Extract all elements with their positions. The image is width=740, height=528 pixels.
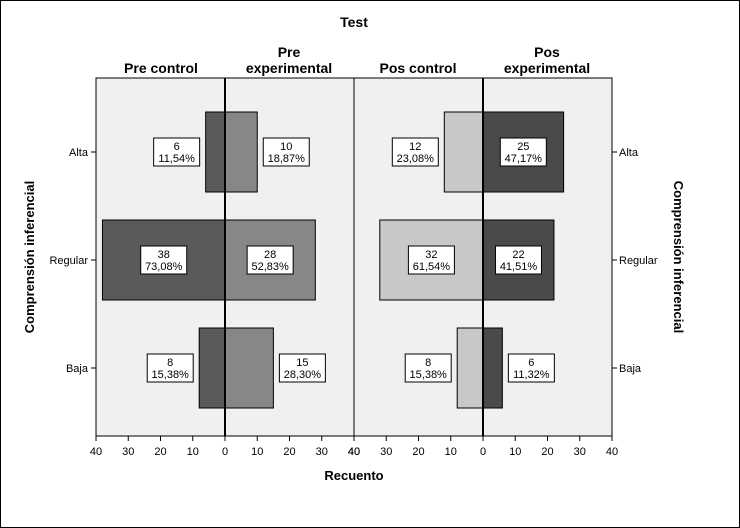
group-header-label: Pre control [124, 60, 198, 76]
x-tick-label: 30 [316, 446, 328, 458]
y-axis-title-left: Comprensión inferencial [22, 181, 37, 333]
bar [482, 327, 503, 409]
x-tick-label: 10 [509, 446, 521, 458]
bar [224, 111, 258, 193]
group-header-label: Pos [534, 44, 560, 60]
x-tick-label: 30 [122, 446, 134, 458]
data-label-percent: 41,51% [500, 261, 538, 273]
data-label-count: 38 [158, 249, 170, 261]
data-label-percent: 23,08% [397, 153, 435, 165]
x-tick-label: 20 [541, 446, 553, 458]
group-header-label: Pre [278, 44, 301, 60]
data-label-percent: 15,38% [410, 369, 448, 381]
x-tick-label: 30 [574, 446, 586, 458]
x-tick-label: 20 [154, 446, 166, 458]
data-label-percent: 18,87% [268, 153, 306, 165]
x-tick-label: 10 [187, 446, 199, 458]
category-label-right: Alta [619, 147, 639, 159]
x-tick-label: 20 [412, 446, 424, 458]
x-tick-label: 20 [283, 446, 295, 458]
category-label-right: Regular [619, 255, 658, 267]
data-label-count: 25 [517, 141, 529, 153]
y-axis-title-right: Comprensión inferencial [671, 181, 686, 333]
bar [456, 327, 484, 409]
category-label-right: Baja [619, 363, 642, 375]
data-label-box [262, 137, 310, 167]
bar [205, 111, 226, 193]
x-tick-label: 40 [348, 446, 360, 458]
data-label-percent: 61,54% [413, 261, 451, 273]
data-label-percent: 28,30% [284, 369, 322, 381]
x-tick-label: 40 [348, 446, 360, 458]
data-label-percent: 47,17% [505, 153, 543, 165]
data-label-count: 15 [296, 357, 308, 369]
bar [443, 111, 484, 193]
x-tick-label: 0 [222, 446, 228, 458]
x-tick-label: 40 [606, 446, 618, 458]
data-label-box [246, 245, 294, 275]
data-label-box [499, 137, 547, 167]
data-label-count: 8 [425, 357, 431, 369]
category-label-left: Baja [66, 363, 89, 375]
data-label-box [494, 245, 542, 275]
data-label-percent: 52,83% [251, 261, 289, 273]
category-label-left: Alta [69, 147, 89, 159]
data-label-percent: 15,38% [152, 369, 190, 381]
data-label-count: 12 [409, 141, 421, 153]
group-header-label: Pos control [379, 60, 456, 76]
data-label-box [278, 353, 326, 383]
category-label-left: Regular [49, 255, 88, 267]
data-label-box [146, 353, 194, 383]
x-tick-label: 0 [480, 446, 486, 458]
data-label-percent: 11,54% [158, 153, 195, 165]
chart-title: Test [340, 14, 368, 30]
data-label-percent: 11,32% [513, 369, 550, 381]
data-label-count: 8 [167, 357, 173, 369]
data-label-box [507, 353, 555, 383]
data-label-percent: 73,08% [145, 261, 183, 273]
bar [224, 327, 274, 409]
x-tick-label: 30 [380, 446, 392, 458]
data-label-count: 6 [528, 357, 534, 369]
group-header-label: experimental [504, 60, 590, 76]
data-label-count: 32 [425, 249, 437, 261]
data-label-count: 6 [174, 141, 180, 153]
data-label-box [407, 245, 455, 275]
x-tick-label: 40 [90, 446, 102, 458]
data-label-count: 10 [280, 141, 292, 153]
data-label-box [391, 137, 439, 167]
group-header-label: experimental [246, 60, 332, 76]
data-label-box [153, 137, 201, 167]
x-axis-title: Recuento [324, 468, 383, 483]
data-label-count: 22 [512, 249, 524, 261]
data-label-box [140, 245, 188, 275]
x-tick-label: 10 [445, 446, 457, 458]
x-tick-label: 10 [251, 446, 263, 458]
data-label-box [404, 353, 452, 383]
bar [198, 327, 226, 409]
data-label-count: 28 [264, 249, 276, 261]
